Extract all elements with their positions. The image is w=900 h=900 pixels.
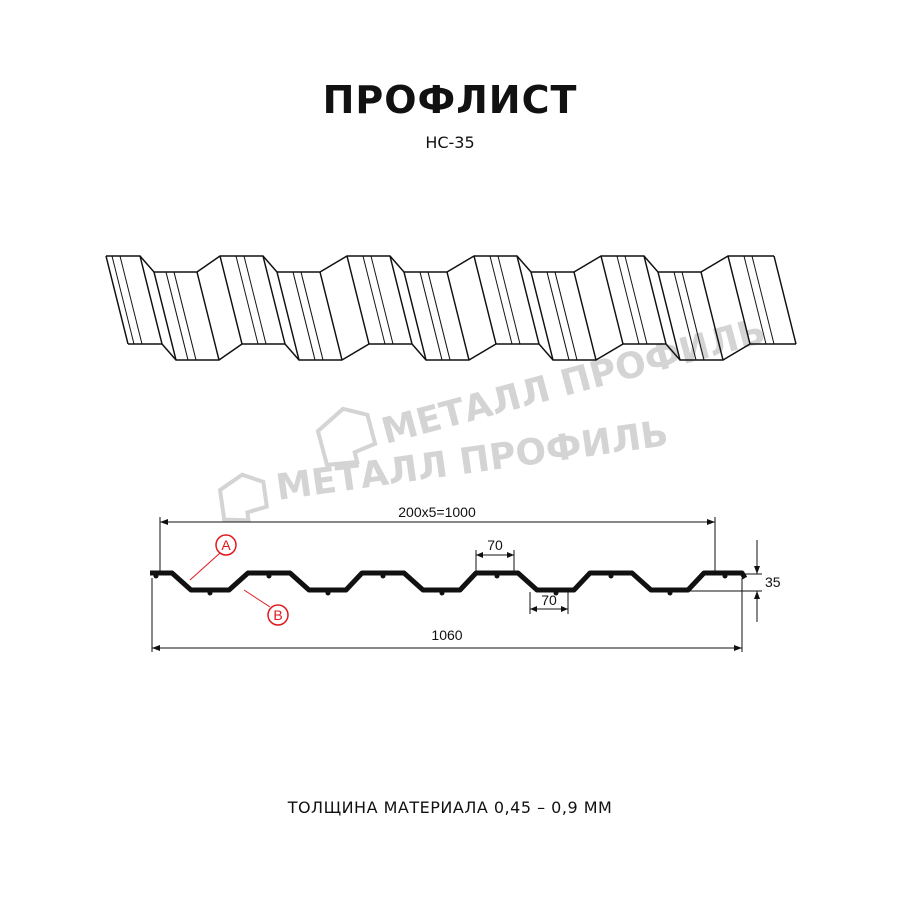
profile-notch — [380, 573, 386, 579]
profile-model: НС-35 — [425, 133, 475, 152]
sheet-rib-line — [419, 271, 443, 361]
sheet-fold-line — [219, 255, 243, 345]
sheet-rib-line — [751, 255, 775, 345]
sheet-fold-line — [403, 271, 427, 361]
profile-section-line — [150, 570, 748, 593]
sheet-rib-line — [243, 255, 267, 345]
sheet-rib-line — [173, 271, 197, 361]
sheet-fold-line — [139, 255, 163, 345]
dimensions — [151, 517, 762, 652]
dimension-arrows — [152, 519, 760, 651]
marker-b: B — [243, 589, 289, 626]
sheet-fold-line — [573, 271, 597, 361]
sheet-rib-line — [497, 255, 521, 345]
sheet-fold-line — [530, 271, 554, 361]
cross-section — [150, 570, 748, 596]
dim-full-width: 1060 — [431, 627, 462, 643]
sheet-rib-line — [616, 255, 640, 345]
sheet-rib-line — [235, 255, 259, 345]
sheet-rib-line — [427, 271, 451, 361]
sheet-fold-line — [389, 255, 413, 345]
marker-b-label: B — [273, 607, 282, 623]
profile-notch — [207, 590, 213, 596]
profile-notch — [608, 573, 614, 579]
sheet-fold-line — [262, 255, 286, 345]
sheet-fold-line — [643, 255, 667, 345]
sheet-rib-line — [673, 271, 697, 361]
sheet-fold-line — [473, 255, 497, 345]
profile-notch — [439, 590, 445, 596]
sheet-rib-line — [362, 255, 386, 345]
sheet-fold-line — [105, 255, 129, 345]
sheet-rib-line — [292, 271, 316, 361]
sheet-bottom-edge — [128, 343, 796, 361]
sheet-top-edge — [106, 255, 774, 273]
sheet-fold-line — [346, 255, 370, 345]
sheet-fold-line — [276, 271, 300, 361]
sheet-fold-line — [196, 271, 220, 361]
sheet-fold-line — [319, 271, 343, 361]
dim-valley-width: 70 — [541, 592, 557, 608]
sheet-rib-line — [370, 255, 394, 345]
dim-pitch-total: 200x5=1000 — [398, 504, 476, 520]
marker-a: A — [189, 534, 237, 581]
sheet-fold-line — [657, 271, 681, 361]
dim-height: 35 — [765, 574, 781, 590]
sheet-fold-line — [727, 255, 751, 345]
sheet-fold-line — [153, 271, 177, 361]
material-thickness: ТОЛЩИНА МАТЕРИАЛА 0,45 – 0,9 ММ — [287, 798, 613, 817]
watermark-logo-icon — [217, 472, 270, 523]
sheet-rib-line — [300, 271, 324, 361]
sheet-rib-line — [111, 255, 135, 345]
profile-notch — [325, 590, 331, 596]
sheet-rib-line — [165, 271, 189, 361]
marker-a-label: A — [221, 537, 231, 553]
profile-notch — [553, 590, 559, 596]
sheet-rib-line — [554, 271, 578, 361]
profiled-sheet-3d-view — [105, 255, 797, 361]
profile-notch — [494, 573, 500, 579]
sheet-fold-line — [446, 271, 470, 361]
watermark-logo-icon — [315, 406, 378, 468]
sheet-rib-line — [743, 255, 767, 345]
profile-notch — [153, 573, 159, 579]
page-title: ПРОФЛИСТ — [322, 78, 578, 122]
sheet-fold-line — [773, 255, 797, 345]
sheet-rib-line — [681, 271, 705, 361]
profile-notch — [722, 573, 728, 579]
sheet-rib-line — [489, 255, 513, 345]
profile-notch — [266, 573, 272, 579]
sheet-fold-line — [700, 271, 724, 361]
sheet-rib-line — [119, 255, 143, 345]
dim-crest-width: 70 — [487, 537, 503, 553]
profile-notch — [667, 590, 673, 596]
sheet-fold-line — [516, 255, 540, 345]
sheet-rib-line — [546, 271, 570, 361]
sheet-fold-line — [600, 255, 624, 345]
sheet-rib-line — [624, 255, 648, 345]
